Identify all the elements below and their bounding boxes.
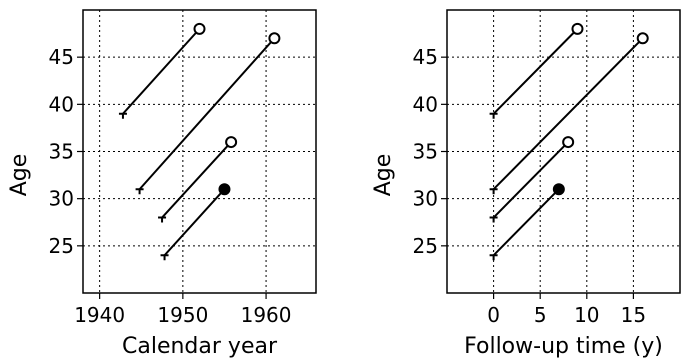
series-3-end-marker [225,136,238,149]
x-tick-label: 1960 [241,303,292,327]
series-4-end-marker [552,183,565,196]
series-3-end-marker [562,136,575,149]
series-2-end-marker [636,32,649,45]
chart-panel-2: 0 5 10 15 25 30 35 40 45 Follow-up time (y) Age [371,9,681,359]
y-tick-label: 45 [49,45,74,69]
series-4-start-marker [489,254,498,261]
series-2-line [492,37,644,190]
y-tick-label: 45 [413,45,438,69]
chart-panel-1: 1940 1950 1960 25 30 35 40 45 Calendar year Age [7,9,317,359]
x-tick-label: 10 [574,303,599,327]
series-4-line [492,188,560,256]
x-tick-label: 15 [621,303,646,327]
series-1-end-marker [193,22,206,35]
series-2-start-marker [489,188,498,195]
series-4-start-marker [160,254,169,261]
series-2-line [138,37,276,190]
series-1-line [492,28,579,115]
series-4-line [163,188,226,256]
series-1-end-marker [571,22,584,35]
y-tick-label: 30 [413,187,438,211]
series-3-start-marker [489,216,498,223]
series-3-start-marker [158,216,167,223]
series-3-line [161,141,232,219]
series-2-end-marker [268,32,281,45]
y-tick-label: 40 [413,92,438,116]
y-axis-label: Age [7,154,32,197]
y-tick-label: 25 [49,234,74,258]
series-1-start-marker [489,112,498,119]
y-tick-label: 40 [49,92,74,116]
x-axis-label: Follow-up time (y) [464,334,663,359]
series-2-start-marker [135,188,144,195]
series-1-line [122,28,201,115]
x-axis-label: Calendar year [122,334,278,359]
y-tick-label: 30 [49,187,74,211]
y-axis-label: Age [371,154,396,197]
y-tick-label: 25 [413,234,438,258]
series-3-line [492,141,569,219]
x-tick-label: 1950 [157,303,208,327]
x-tick-label: 1940 [74,303,125,327]
y-tick-label: 35 [49,140,74,164]
y-tick-label: 35 [413,140,438,164]
x-tick-label: 0 [487,303,500,327]
x-tick-label: 5 [534,303,547,327]
series-1-start-marker [118,112,127,119]
series-4-end-marker [218,183,231,196]
